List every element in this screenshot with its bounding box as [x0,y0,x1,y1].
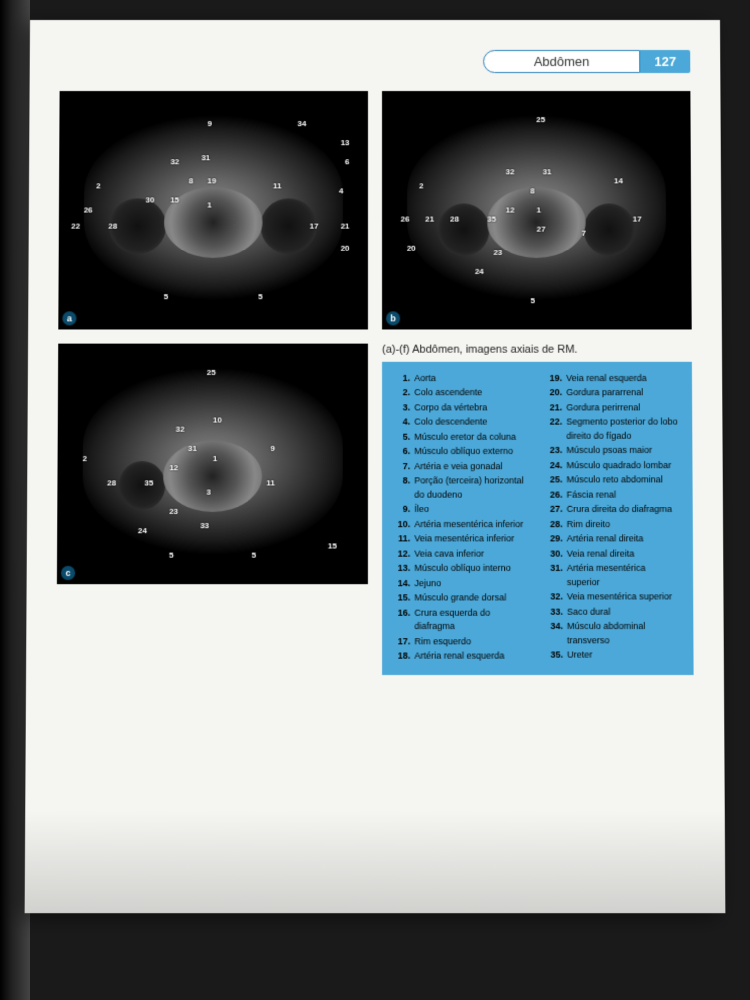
legend-item: 6.Músculo oblíquo externo [394,445,528,459]
legend-item: 7.Artéria e veia gonadal [394,460,528,474]
legend-item: 21.Gordura perirrenal [546,401,680,415]
legend-item: 4.Colo descendente [394,416,528,430]
legend-item: 30.Veia renal direita [547,547,681,561]
scan-tissue [83,115,343,301]
content-grid: 9 34 13 6 32 31 19 8 2 11 26 30 15 1 4 2… [56,91,693,675]
scan-corner-label: b [386,311,400,325]
figure-caption: (a)-(f) Abdômen, imagens axiais de RM. [382,344,692,356]
legend-item: 22.Segmento posterior do lobo direito do… [546,416,680,443]
legend-column-1: 1.Aorta2.Colo ascendente3.Corpo da vérte… [394,372,529,665]
legend-item: 29.Artéria renal direita [547,533,681,547]
legend-item: 2.Colo ascendente [394,387,528,401]
legend-item: 15.Músculo grande dorsal [394,592,528,606]
legend-item: 12.Veia cava inferior [394,547,528,561]
page-curve-shadow [25,810,726,913]
legend-item: 25.Músculo reto abdominal [546,474,680,488]
legend-item: 18.Artéria renal esquerda [394,650,528,664]
mri-scan-a: 9 34 13 6 32 31 19 8 2 11 26 30 15 1 4 2… [58,91,368,329]
legend-item: 26.Fáscia renal [546,488,680,502]
page-number: 127 [640,50,690,73]
legend-item: 20.Gordura pararrenal [546,387,680,401]
legend-item: 14.Jejuno [394,577,528,591]
legend-item: 16.Crura esquerda do diafragma [394,607,528,635]
legend-panel: (a)-(f) Abdômen, imagens axiais de RM. 1… [382,344,694,675]
legend-item: 28.Rim direito [546,518,680,532]
legend-item: 19.Veia renal esquerda [546,372,680,386]
legend-item: 31.Artéria mesentérica superior [547,562,681,590]
legend-item: 24.Músculo quadrado lombar [546,459,680,473]
legend-box: 1.Aorta2.Colo ascendente3.Corpo da vérte… [382,362,694,675]
legend-item: 27.Crura direita do diafragma [546,503,680,517]
legend-item: 32.Veia mesentérica superior [547,591,681,605]
section-label: Abdômen [483,50,641,73]
legend-item: 33.Saco dural [547,605,681,619]
viewport: Abdômen 127 9 34 13 6 32 31 19 8 2 11 [0,0,750,1000]
legend-item: 11.Veia mesentérica inferior [394,533,528,547]
scan-corner-label: a [62,311,76,325]
legend-item: 3.Corpo da vértebra [394,401,528,415]
book-page: Abdômen 127 9 34 13 6 32 31 19 8 2 11 [25,20,726,913]
scan-corner-label: c [61,566,75,580]
legend-item: 13.Músculo oblíquo interno [394,562,528,576]
mri-scan-c: 25 32 10 31 1 9 2 12 28 35 11 3 23 24 33… [57,344,368,584]
legend-item: 17.Rim esquerdo [394,635,528,649]
legend-item: 10.Artéria mesentérica inferior [394,518,528,532]
legend-item: 8.Porção (terceira) horizontal do duoden… [394,475,528,502]
legend-item: 34.Músculo abdominal transverso [547,620,682,648]
legend-item: 5.Músculo eretor da coluna [394,431,528,445]
page-header: Abdômen 127 [60,50,691,73]
legend-item: 1.Aorta [394,372,528,386]
legend-column-2: 19.Veia renal esquerda20.Gordura pararre… [546,372,681,665]
legend-item: 35.Ureter [547,649,682,663]
legend-item: 9.Íleo [394,503,528,517]
mri-scan-b: 25 32 31 2 8 14 12 1 26 21 28 35 27 17 7… [382,91,692,329]
legend-item: 23.Músculo psoas maior [546,444,680,458]
